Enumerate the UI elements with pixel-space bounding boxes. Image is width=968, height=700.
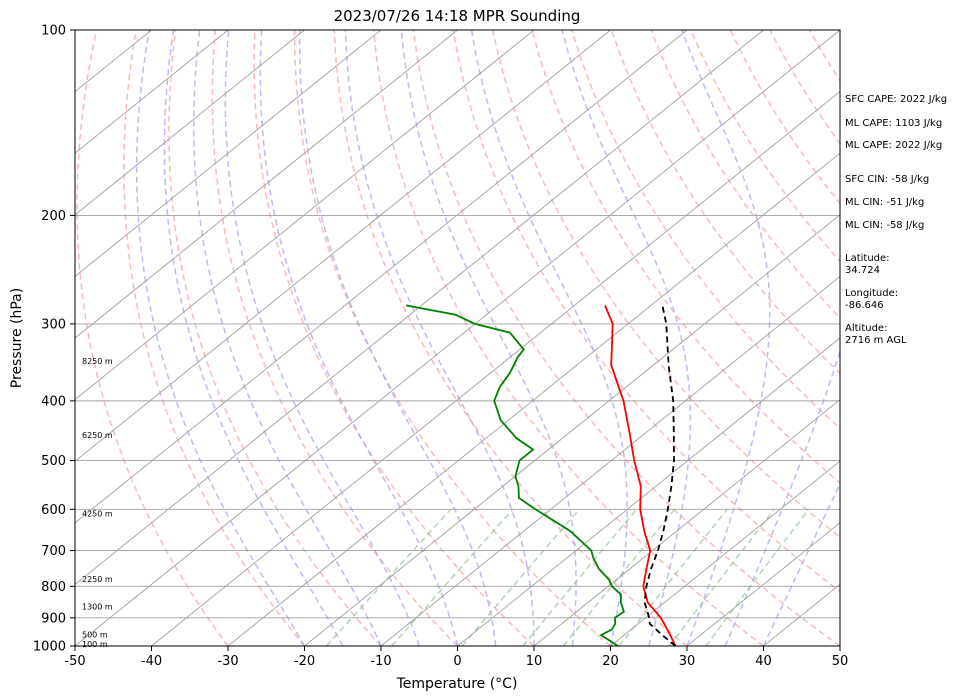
isotherms (75, 30, 840, 646)
longitude-label: Longitude: (845, 288, 898, 299)
y-tick-label: 1000 (33, 640, 66, 655)
height-label: 6250 m (82, 431, 113, 440)
isobars (75, 30, 840, 646)
y-tick-label: 900 (41, 611, 66, 626)
moist-adiabat (470, 30, 628, 646)
stats-panel: SFC CAPE: 2022 J/kg ML CAPE: 1103 J/kg M… (845, 94, 947, 346)
y-tick-label: 800 (41, 580, 66, 595)
sfc-cape-label: SFC CAPE: 2022 J/kg (845, 94, 947, 105)
dry-adiabat (452, 30, 840, 593)
isotherm (75, 30, 611, 462)
latitude-label: Latitude: (845, 253, 890, 264)
mixing-ratio-line (562, 508, 676, 646)
isotherm (75, 30, 382, 277)
x-tick-label: 0 (453, 654, 461, 669)
dry-adiabat (650, 30, 840, 319)
height-label: 4250 m (82, 509, 113, 518)
dry-adiabat (76, 30, 229, 646)
x-tick-label: 40 (755, 654, 772, 669)
y-axis-label: Pressure (hPa) (9, 288, 25, 388)
moist-adiabat (192, 30, 382, 646)
ml-cape-label-1: ML CAPE: 1103 J/kg (845, 118, 942, 129)
dry-adiabats (76, 30, 840, 646)
y-tick-label: 400 (41, 394, 66, 409)
x-tick-label: -20 (294, 654, 315, 669)
isotherm (75, 30, 688, 524)
dry-adiabat (293, 30, 611, 646)
x-tick-label: 10 (526, 654, 543, 669)
isotherm (457, 337, 840, 646)
longitude-value: -86.646 (845, 300, 884, 311)
isotherm (380, 275, 840, 646)
isotherm (610, 460, 840, 646)
dry-adiabat (168, 30, 382, 646)
chart-title: 2023/07/26 14:18 MPR Sounding (334, 7, 581, 25)
x-tick-label: -40 (141, 654, 162, 669)
x-tick-label: 30 (679, 654, 696, 669)
mixing-ratio-line (391, 508, 514, 646)
mixing-ratio-line (522, 508, 638, 646)
isotherm (75, 30, 535, 401)
isotherm (75, 30, 840, 646)
y-tick-label: 300 (41, 317, 66, 332)
x-tick-label: -30 (217, 654, 238, 669)
x-tick-label: -50 (64, 654, 85, 669)
dry-adiabat (610, 30, 840, 375)
moist-adiabat (298, 30, 497, 646)
x-axis: -50 -40 -30 -20 -10 0 10 20 30 40 50 (64, 646, 848, 669)
series-layer (405, 304, 677, 646)
ml-cin-label-2: ML CIN: -58 J/kg (845, 220, 924, 231)
x-tick-label: -10 (370, 654, 391, 669)
mixing-ratio-line (461, 508, 580, 646)
x-tick-label: 50 (832, 654, 849, 669)
moist-adiabat (135, 30, 306, 646)
moist-adiabat (163, 30, 344, 646)
temperature-profile (604, 305, 677, 646)
moist-adiabat (561, 30, 692, 646)
parcel-profile (643, 305, 677, 646)
isotherm (151, 91, 840, 646)
isotherm (686, 522, 840, 646)
moist-adiabat (259, 30, 459, 646)
y-tick-label: 600 (41, 503, 66, 518)
moist-adiabat (724, 30, 840, 646)
isotherm (75, 30, 764, 585)
x-axis-label: Temperature (°C) (396, 676, 518, 692)
height-label: 1300 m (82, 603, 113, 612)
y-tick-label: 500 (41, 454, 66, 469)
height-label: 100 m (82, 640, 108, 649)
latitude-value: 34.724 (845, 265, 880, 276)
dry-adiabat (123, 30, 306, 646)
dry-adiabat (412, 30, 840, 646)
dry-adiabat (253, 30, 535, 646)
altitude-label: Altitude: (845, 323, 887, 334)
dewpoint-profile (405, 304, 625, 646)
height-label: 500 m (82, 631, 108, 640)
ml-cape-label-2: ML CAPE: 2022 J/kg (845, 140, 942, 151)
height-label: 8250 m (82, 357, 113, 366)
moist-adiabat (224, 30, 421, 646)
x-tick-label: 20 (602, 654, 619, 669)
moist-adiabat (400, 30, 577, 646)
ml-cin-label-1: ML CIN: -51 J/kg (845, 197, 924, 208)
isotherm (227, 152, 840, 646)
y-tick-label: 200 (41, 209, 66, 224)
y-tick-label: 100 (41, 24, 66, 39)
isotherm (75, 30, 458, 339)
isotherm (304, 214, 840, 646)
isotherm (75, 30, 305, 216)
y-axis: 1000 900 800 700 600 500 400 300 200 100 (33, 24, 75, 655)
isotherm (533, 399, 840, 646)
plot-area (75, 30, 840, 646)
y-tick-label: 700 (41, 544, 66, 559)
height-label: 2250 m (82, 575, 113, 584)
dry-adiabat (333, 30, 688, 646)
sfc-cin-label: SFC CIN: -58 J/kg (845, 174, 929, 185)
moist-adiabat (681, 30, 771, 646)
isotherm (75, 30, 229, 154)
altitude-value: 2716 m AGL (845, 335, 907, 346)
dry-adiabat (571, 30, 840, 430)
